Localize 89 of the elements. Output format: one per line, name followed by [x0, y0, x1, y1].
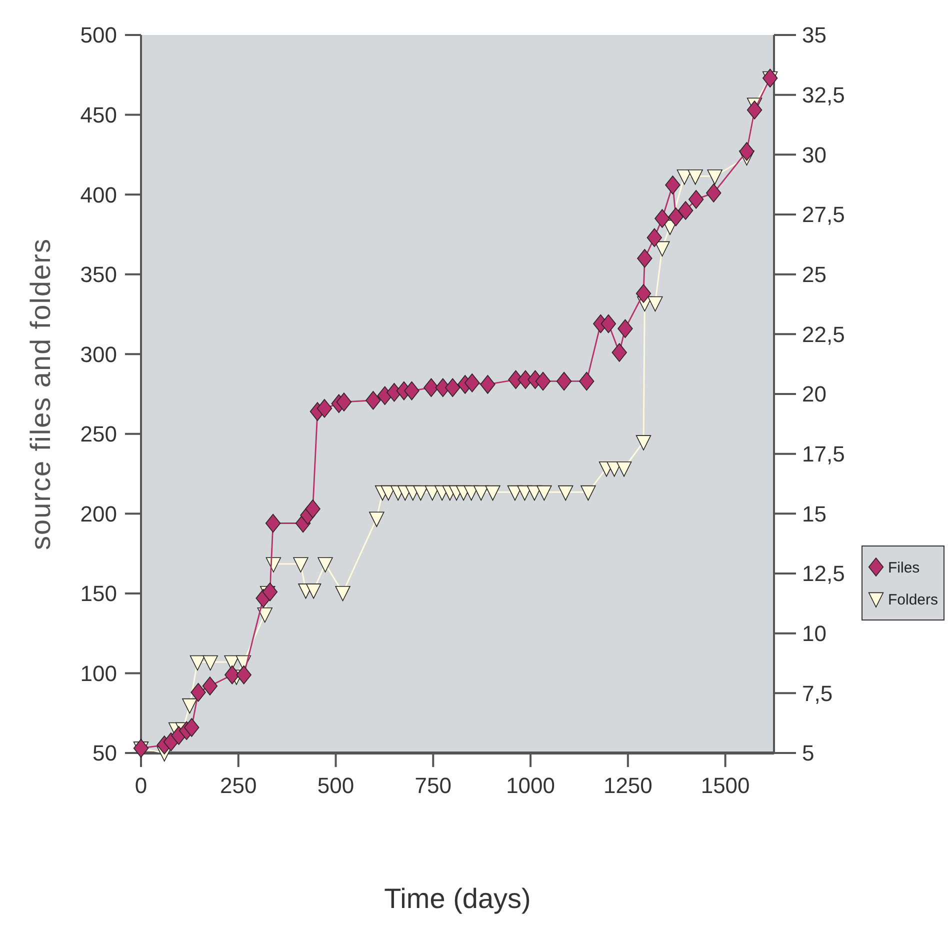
y-tick-label: 450 — [80, 102, 117, 128]
y-tick-label: 500 — [80, 22, 117, 48]
x-tick-label: 1000 — [506, 773, 556, 798]
point — [648, 296, 663, 312]
y-tick-label: 200 — [80, 501, 117, 526]
y-tick-label: 350 — [80, 262, 117, 288]
y-tick-label: 50 — [92, 740, 117, 766]
point — [257, 607, 272, 623]
point — [636, 435, 652, 450]
y2-tick-label: 22,5 — [802, 322, 845, 347]
point — [678, 201, 694, 220]
point — [224, 665, 240, 684]
point — [536, 485, 552, 501]
point — [336, 392, 352, 412]
y-tick-label: 250 — [80, 422, 117, 447]
y2-tick-label: 7,5 — [802, 680, 833, 706]
point — [182, 698, 198, 714]
point — [445, 378, 460, 398]
x-tick-label: 1250 — [603, 773, 652, 798]
y-tick-label: 100 — [80, 660, 117, 686]
point — [654, 209, 670, 228]
point — [190, 682, 206, 702]
point — [637, 248, 652, 268]
point — [424, 378, 439, 398]
point — [404, 381, 420, 400]
x-tick-label: 1500 — [700, 773, 750, 798]
y2-tick-label: 27,5 — [802, 202, 845, 228]
y2-tick-label: 10 — [802, 621, 826, 646]
point — [665, 176, 680, 194]
point — [202, 676, 218, 696]
point — [265, 514, 281, 533]
point — [600, 314, 616, 334]
point — [558, 485, 574, 501]
y2-tick-label: 12,5 — [802, 561, 845, 586]
point — [654, 241, 670, 257]
y-tick-label: 400 — [80, 182, 117, 208]
y2-tick-label: 35 — [802, 22, 826, 48]
point — [485, 485, 500, 501]
point — [646, 228, 662, 248]
point — [316, 398, 332, 418]
point — [293, 557, 308, 572]
point — [190, 655, 206, 671]
point — [707, 170, 722, 185]
point — [184, 718, 200, 737]
y2-tick-label: 32,5 — [802, 82, 845, 108]
point — [688, 170, 703, 185]
point — [369, 512, 384, 527]
point — [202, 655, 218, 671]
y2-tick-label: 30 — [802, 142, 826, 168]
point — [318, 557, 333, 572]
point — [706, 184, 722, 202]
point — [612, 343, 627, 362]
x-axis-title: Time (days) — [384, 883, 531, 914]
point — [413, 485, 428, 501]
point — [464, 373, 480, 392]
point — [739, 142, 754, 161]
point — [535, 372, 551, 391]
y-tick-label: 300 — [80, 342, 117, 367]
y-tick-label: 150 — [80, 581, 117, 606]
point — [636, 284, 652, 303]
point — [473, 485, 489, 501]
legend-label: Folders — [888, 591, 938, 608]
point — [580, 485, 596, 501]
point — [133, 738, 149, 758]
y2-tick-label: 17,5 — [802, 442, 845, 467]
point — [579, 372, 594, 391]
y2-tick-label: 25 — [802, 262, 826, 288]
x-tick-label: 500 — [317, 773, 354, 798]
point — [668, 207, 684, 226]
point — [305, 499, 320, 518]
y2-tick-label: 20 — [802, 382, 826, 407]
point — [616, 461, 632, 477]
x-tick-label: 0 — [134, 773, 148, 798]
point — [688, 190, 704, 209]
y2-tick-label: 15 — [802, 501, 826, 526]
y2-tick-label: 5 — [802, 740, 814, 766]
x-tick-label: 250 — [220, 773, 257, 798]
point — [262, 582, 278, 602]
point — [618, 319, 633, 338]
point — [480, 375, 496, 394]
point — [335, 586, 350, 602]
point — [556, 372, 572, 391]
point — [236, 665, 252, 684]
legend-label: Files — [888, 559, 920, 576]
x-tick-label: 750 — [414, 773, 452, 798]
y-axis-title: source files and folders — [25, 238, 56, 550]
point — [306, 584, 322, 599]
point — [366, 390, 381, 410]
point — [746, 100, 762, 120]
